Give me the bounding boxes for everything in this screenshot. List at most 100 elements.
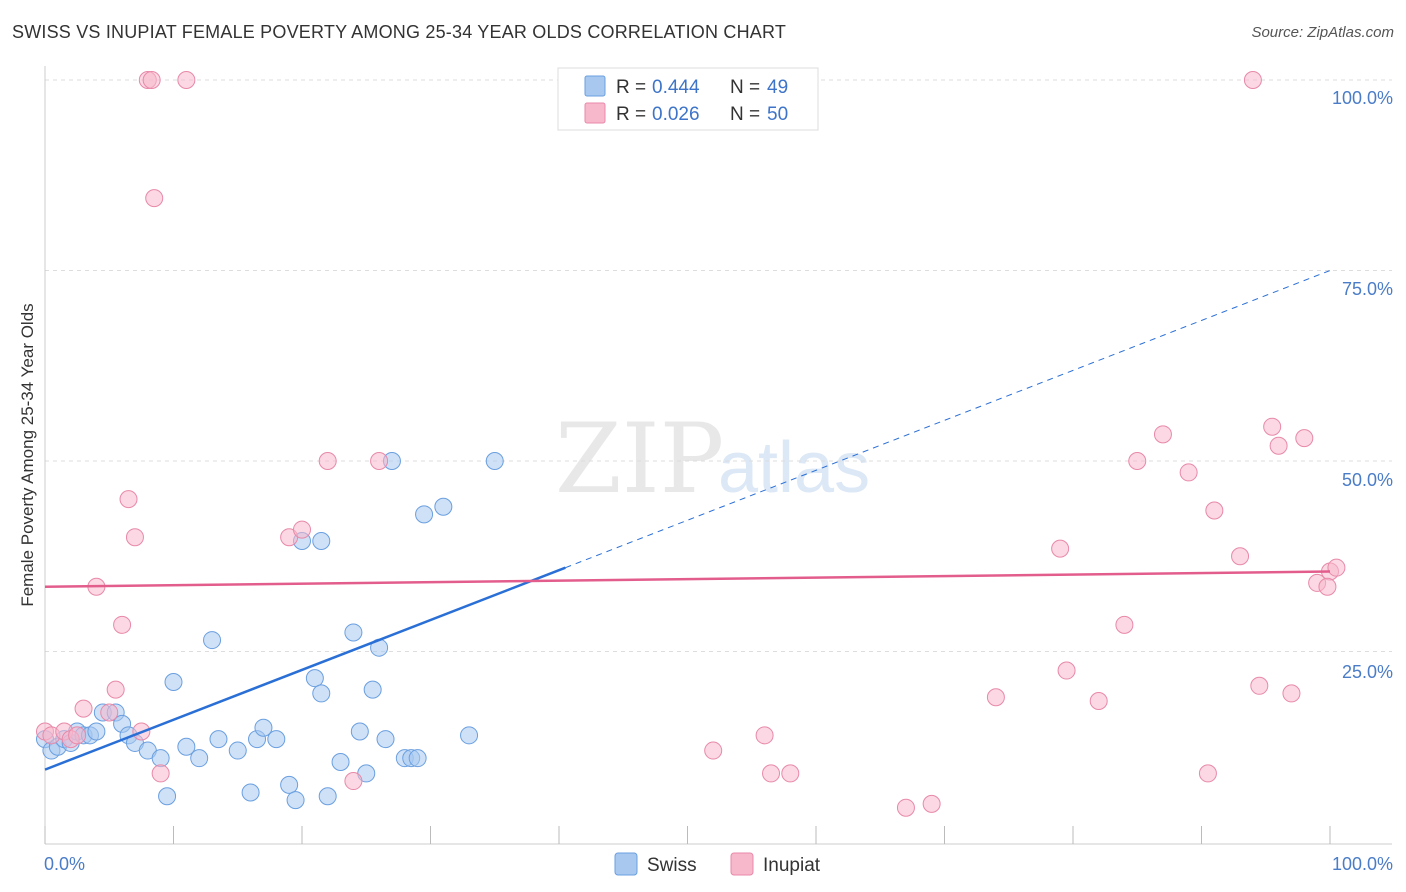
inupiat-point-16 xyxy=(151,764,170,783)
series-legend: Swiss Inupiat xyxy=(614,852,821,876)
inupiat-point-43 xyxy=(1269,436,1288,455)
inupiat-point-19 xyxy=(293,520,311,539)
legend-swiss-n-value: 49 xyxy=(767,77,788,98)
legend-swiss-r-value: 0.444 xyxy=(652,77,700,98)
y-tick-label-50: 50.0% xyxy=(1342,470,1393,490)
swiss-point-15 xyxy=(151,749,170,768)
y-tick-label-100: 100.0% xyxy=(1332,88,1393,108)
inupiat-point-10 xyxy=(119,490,138,509)
legend-inupiat-n-value: 50 xyxy=(767,104,788,125)
trend-lines xyxy=(44,270,1331,771)
swiss-point-18 xyxy=(177,737,196,756)
y-axis-label: Female Poverty Among 25-34 Year Olds xyxy=(18,303,37,606)
swiss-point-23 xyxy=(241,783,260,802)
swiss-point-8 xyxy=(87,722,106,741)
bottom-legend-swatch-swiss xyxy=(614,852,638,876)
swiss-point-25 xyxy=(254,718,273,737)
swiss-point-26 xyxy=(267,730,286,749)
x-tick-label-100: 100.0% xyxy=(1332,854,1393,874)
inupiat-point-25 xyxy=(762,764,781,783)
swiss-point-46 xyxy=(434,497,453,516)
swiss-point-27 xyxy=(280,775,299,794)
swiss-point-28 xyxy=(286,791,305,810)
inupiat-point-4 xyxy=(68,726,87,745)
swiss-point-19 xyxy=(190,749,209,768)
swiss-point-22 xyxy=(228,741,247,760)
inupiat-point-41 xyxy=(1250,676,1269,695)
legend-swatch-swiss xyxy=(584,75,606,97)
x-tick-label-0: 0.0% xyxy=(44,854,85,874)
inupiat-point-15 xyxy=(145,189,164,208)
inupiat-point-37 xyxy=(1198,764,1217,783)
inupiat-point-22 xyxy=(370,452,389,470)
swiss-point-32 xyxy=(312,532,331,551)
legend-inupiat-n-label: N = xyxy=(730,104,760,125)
swiss-point-20 xyxy=(203,631,222,650)
inupiat-point-14 xyxy=(142,71,161,89)
inupiat-point-42 xyxy=(1263,417,1282,436)
axes xyxy=(44,66,1392,845)
swiss-point-16 xyxy=(158,787,177,806)
swiss-point-47 xyxy=(460,726,479,745)
bottom-legend-swiss: Swiss xyxy=(647,855,697,876)
y-tick-label-75: 75.0% xyxy=(1342,279,1393,299)
swiss-point-21 xyxy=(209,730,228,749)
source-note: Source: ZipAtlas.com xyxy=(1251,24,1394,41)
inupiat-point-31 xyxy=(1057,661,1076,680)
legend-swiss-r-label: R = xyxy=(616,77,646,98)
legend-swiss-n-label: N = xyxy=(730,77,760,98)
bottom-legend-swatch-inupiat xyxy=(730,852,754,876)
swiss-point-31 xyxy=(312,684,331,703)
swiss-point-33 xyxy=(318,787,337,806)
swiss-point-17 xyxy=(164,672,183,691)
inupiat-point-40 xyxy=(1243,71,1262,89)
inupiat-point-39 xyxy=(1231,547,1250,566)
swiss-point-48 xyxy=(485,452,504,470)
inupiat-point-28 xyxy=(922,794,941,813)
inupiat-point-7 xyxy=(100,703,119,722)
inupiat-point-26 xyxy=(781,764,800,783)
swiss-point-35 xyxy=(344,623,363,642)
watermark-atlas: atlas xyxy=(718,428,870,508)
inupiat-point-27 xyxy=(896,798,915,817)
inupiat-point-17 xyxy=(177,71,196,89)
inupiat-point-23 xyxy=(704,741,723,760)
swiss-point-36 xyxy=(350,722,369,741)
inupiat-point-44 xyxy=(1282,684,1301,703)
inupiat-point-29 xyxy=(986,688,1005,707)
inupiat-point-30 xyxy=(1051,539,1070,558)
inupiat-point-45 xyxy=(1295,429,1314,448)
swiss-point-45 xyxy=(415,505,434,524)
inupiat-point-36 xyxy=(1179,463,1198,482)
inupiat-point-48 xyxy=(1327,558,1346,577)
swiss-point-30 xyxy=(305,669,324,688)
inupiat-point-49 xyxy=(1318,577,1337,596)
inupiat-point-11 xyxy=(125,528,144,547)
inupiat-point-38 xyxy=(1205,501,1224,520)
swiss-point-38 xyxy=(363,680,382,699)
y-tick-label-25: 25.0% xyxy=(1342,662,1393,682)
grid-lines xyxy=(45,79,1392,652)
correlation-legend: R = 0.444 N = 49 R = 0.026 N = 50 xyxy=(557,67,819,131)
inupiat-point-5 xyxy=(74,699,93,718)
swiss-trend-line xyxy=(44,566,566,771)
legend-inupiat-r-value: 0.026 xyxy=(652,104,700,125)
legend-swatch-inupiat xyxy=(584,102,606,124)
inupiat-point-24 xyxy=(755,726,774,745)
inupiat-point-32 xyxy=(1089,692,1108,711)
chart-title: SWISS VS INUPIAT FEMALE POVERTY AMONG 25… xyxy=(12,22,787,42)
inupiat-point-20 xyxy=(318,452,337,470)
inupiat-trend-line xyxy=(44,570,1331,588)
inupiat-point-34 xyxy=(1128,452,1147,470)
legend-inupiat-r-label: R = xyxy=(616,104,646,125)
inupiat-point-35 xyxy=(1153,425,1172,444)
swiss-trend-extension xyxy=(565,270,1331,569)
swiss-point-44 xyxy=(408,749,427,768)
swiss-point-40 xyxy=(376,730,395,749)
inupiat-point-8 xyxy=(106,680,125,699)
swiss-point-34 xyxy=(331,752,350,771)
bottom-legend-inupiat: Inupiat xyxy=(763,855,821,876)
inupiat-point-9 xyxy=(113,615,132,634)
data-points xyxy=(36,71,1346,817)
